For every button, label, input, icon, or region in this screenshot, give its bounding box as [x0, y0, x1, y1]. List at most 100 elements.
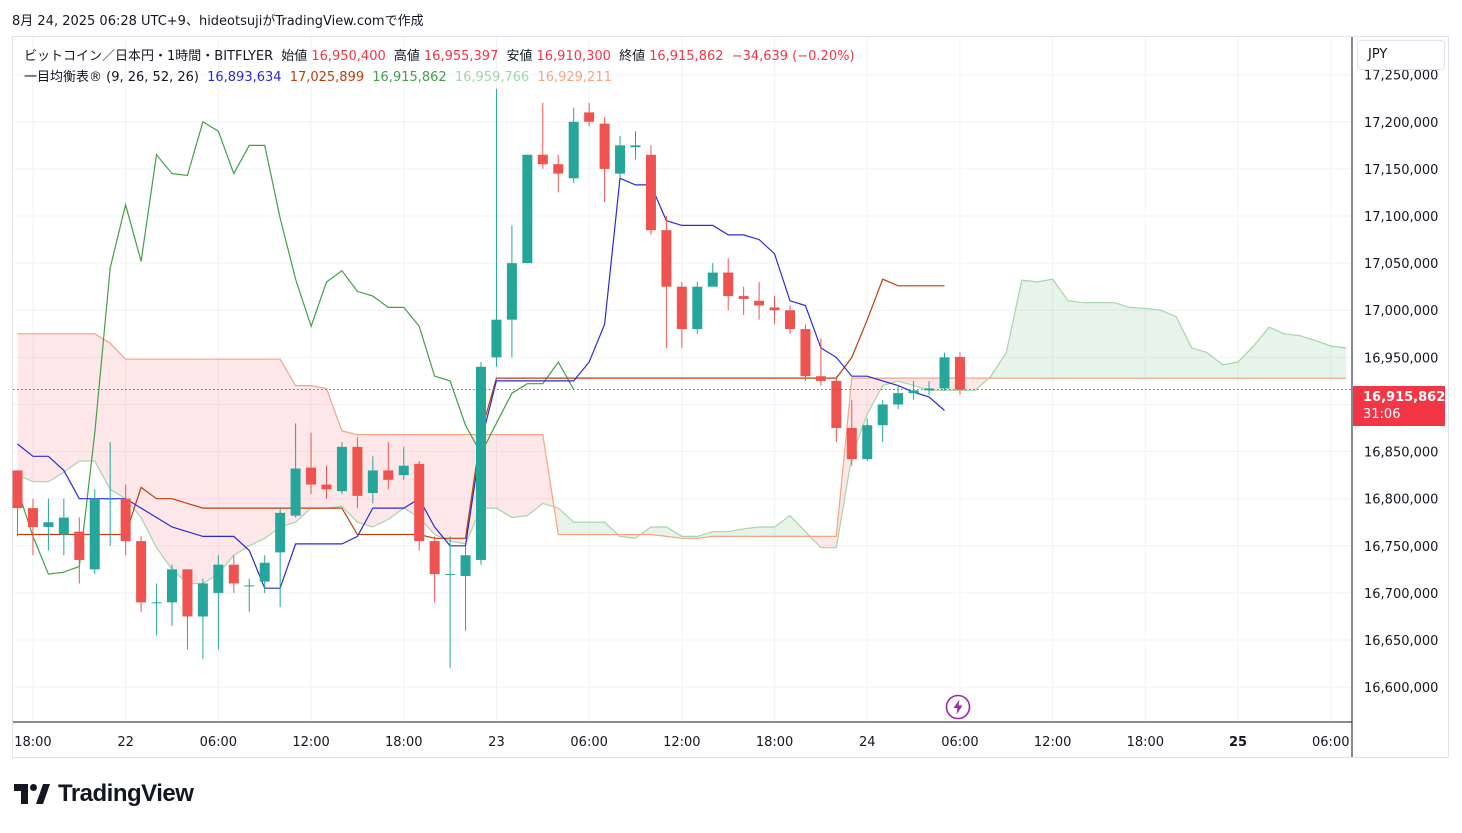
indicator-legend[interactable]: 一目均衡表® (9, 26, 52, 26) 16,893,634 17,025… — [24, 66, 616, 85]
ichimoku-cloud-segment — [1299, 335, 1316, 379]
ind-value-kijun: 17,025,899 — [289, 70, 365, 85]
close-label: 終値 — [619, 49, 646, 64]
candle-body — [27, 508, 38, 527]
open-label: 始値 — [281, 49, 308, 64]
candle-body — [754, 300, 765, 306]
currency-button[interactable]: JPY — [1357, 40, 1445, 70]
candle-body — [228, 564, 239, 584]
candle-body — [846, 428, 857, 460]
candle-body — [151, 602, 162, 604]
price-tick-label: 17,150,000 — [1364, 163, 1438, 178]
candle-body — [367, 470, 378, 494]
candle-body — [908, 390, 919, 394]
candle-body — [707, 272, 718, 287]
ichimoku-cloud-segment — [1052, 279, 1069, 379]
bar-countdown: 31:06 — [1363, 407, 1401, 422]
time-tick-label: 22 — [117, 735, 134, 750]
senkou-span-a-line — [17, 278, 1347, 585]
ichimoku-cloud-segment — [496, 434, 512, 518]
ichimoku-cloud-segment — [1068, 300, 1084, 379]
ichimoku-cloud-segment — [1160, 310, 1177, 379]
ichimoku-cloud-segment — [233, 359, 250, 556]
ichimoku-cloud-segment — [898, 378, 914, 386]
time-tick-label: 25 — [1229, 735, 1247, 750]
candle-body — [862, 425, 873, 460]
candle-body — [105, 498, 116, 500]
candle-body — [213, 564, 224, 593]
candle-body — [321, 484, 332, 490]
time-tick-label: 06:00 — [1312, 735, 1349, 750]
price-tick-label: 17,100,000 — [1364, 210, 1438, 225]
ichimoku-cloud-segment — [1037, 279, 1053, 379]
time-tick-label: 12:00 — [292, 735, 329, 750]
time-tick-label: 06:00 — [570, 735, 607, 750]
ind-value-span-a: 16,959,766 — [454, 70, 530, 85]
high-value: 16,955,397 — [423, 49, 499, 64]
candle-body — [89, 498, 100, 570]
candle-body — [43, 522, 54, 527]
candle-body — [398, 465, 409, 476]
ichimoku-cloud-segment — [388, 434, 404, 520]
ichimoku-cloud-segment — [1145, 308, 1161, 379]
candle-body — [769, 307, 780, 311]
ichimoku-cloud-segment — [450, 434, 466, 544]
candle-body — [537, 154, 548, 165]
candle-body — [893, 393, 904, 405]
ichimoku-cloud-segment — [558, 508, 574, 535]
chart-frame — [12, 36, 1449, 758]
ichimoku-cloud-segment — [867, 378, 883, 414]
candle-body — [306, 467, 317, 485]
ichimoku-cloud-segment — [249, 359, 265, 546]
ichimoku-cloud-segment — [743, 526, 760, 537]
ichimoku-cloud-segment — [172, 359, 188, 584]
symbol-legend: ビットコイン／日本円・1時間・BITFLYER 始値 16,950,400 高値 1… — [24, 45, 859, 64]
low-value: 16,910,300 — [536, 49, 611, 64]
candle-body — [553, 164, 564, 174]
indicator-title: 一目均衡表® (9, 26, 52, 26) — [24, 70, 199, 85]
candle-body — [785, 310, 795, 330]
ichimoku-cloud-segment — [1284, 333, 1300, 379]
ichimoku-cloud-segment — [434, 434, 451, 542]
ichimoku-cloud-segment — [1315, 340, 1331, 379]
time-tick-label: 24 — [859, 735, 876, 750]
time-tick-label: 18:00 — [1127, 735, 1164, 750]
price-tick-label: 17,200,000 — [1364, 116, 1438, 131]
time-tick-label: 12:00 — [1034, 735, 1071, 750]
candle-body — [877, 404, 888, 426]
lightning-event-icon[interactable] — [945, 694, 971, 720]
tradingview-logo-text: TradingView — [58, 780, 194, 807]
candle-body — [460, 555, 471, 576]
ichimoku-cloud-segment — [79, 333, 95, 462]
price-tick-label: 17,250,000 — [1364, 69, 1438, 84]
candle-body — [290, 468, 301, 516]
candle-body — [661, 230, 672, 287]
ichimoku-cloud-segment — [32, 333, 49, 482]
price-tick-label: 17,000,000 — [1364, 304, 1438, 319]
ichimoku-cloud-segment — [650, 526, 667, 537]
ichimoku-cloud-segment — [1021, 280, 1038, 379]
candle-body — [723, 272, 734, 297]
tradingview-logo-icon — [14, 784, 50, 804]
ichimoku-cloud-segment — [728, 528, 744, 537]
time-tick-label: 18:00 — [14, 735, 51, 750]
candle-body — [506, 263, 517, 320]
ind-value-chikou: 16,915,862 — [372, 70, 447, 85]
ichimoku-cloud-segment — [1268, 327, 1285, 379]
ichimoku-cloud-segment — [573, 522, 590, 535]
price-tick-label: 17,050,000 — [1364, 257, 1438, 272]
price-tick-label: 16,700,000 — [1364, 587, 1438, 602]
candle-body — [197, 583, 208, 617]
ind-value-span-b: 16,929,211 — [537, 70, 612, 85]
candle-body — [12, 470, 23, 509]
ichimoku-cloud-segment — [1330, 346, 1347, 379]
chart-caption: 8月 24, 2025 06:28 UTC+9、hideotsujiがTradi… — [12, 14, 424, 29]
ichimoku-cloud-segment — [527, 434, 543, 516]
candle-body — [692, 286, 703, 330]
ichimoku-cloud-segment — [1207, 352, 1223, 379]
ichimoku-cloud-segment — [311, 385, 327, 509]
ichimoku-cloud-segment — [774, 515, 790, 537]
tradingview-logo[interactable]: TradingView — [14, 780, 194, 808]
candle-body — [939, 357, 950, 389]
ichimoku-cloud-segment — [1083, 302, 1099, 379]
